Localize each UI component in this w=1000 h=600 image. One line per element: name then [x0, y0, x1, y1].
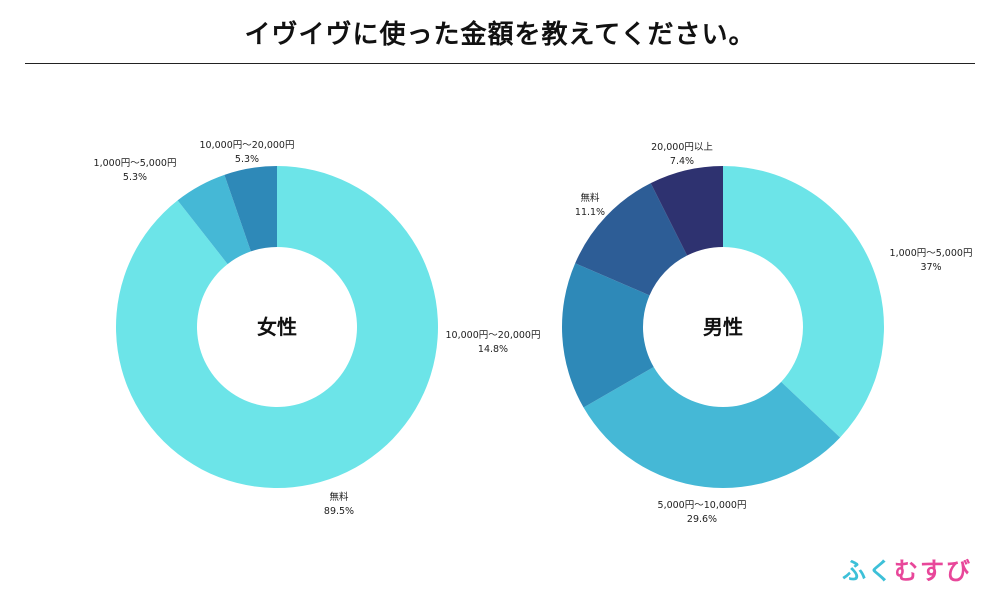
donut-1-slice-2 — [562, 263, 654, 408]
donut-1-slice-3 — [575, 183, 688, 296]
donut-0-center-label: 女性 — [257, 315, 297, 339]
logo-char: く — [868, 557, 894, 585]
chart-title: イヴイヴに使った金額を教えてください。 — [244, 20, 756, 50]
donut-1-slice-4-label: 20,000円以上 7.4% — [651, 142, 713, 167]
donut-0-slice-1-label: 1,000円〜5,000円 5.3% — [94, 158, 177, 183]
donut-1-slice-1-label: 5,000円〜10,000円 29.6% — [658, 500, 747, 525]
donut-0-slice-2-label: 10,000円〜20,000円 5.3% — [200, 140, 295, 165]
donut-0-slice-1 — [177, 174, 251, 265]
donut-0-slice-0-label: 無料 89.5% — [324, 491, 354, 517]
donut-1-slice-0-label: 1,000円〜5,000円 37% — [890, 248, 973, 273]
donut-1-slice-3-label: 無料 11.1% — [575, 192, 605, 218]
donut-1-slice-4 — [650, 166, 723, 256]
donut-1-center-label: 男性 — [703, 315, 743, 339]
donut-0-extra-label-0: 10,000円〜20,000円 14.8% — [446, 330, 541, 355]
donut-1-slice-1 — [583, 367, 841, 489]
logo-char: ふ — [842, 557, 868, 585]
donut-0-slice-0 — [116, 166, 439, 488]
logo-char: す — [920, 557, 946, 585]
title-divider — [25, 63, 975, 64]
donut-1-slice-0 — [723, 166, 884, 438]
logo-char: む — [894, 557, 920, 585]
donut-0-slice-2 — [224, 166, 277, 252]
brand-logo: ふくむすび — [842, 551, 972, 586]
logo-char: び — [946, 557, 972, 585]
